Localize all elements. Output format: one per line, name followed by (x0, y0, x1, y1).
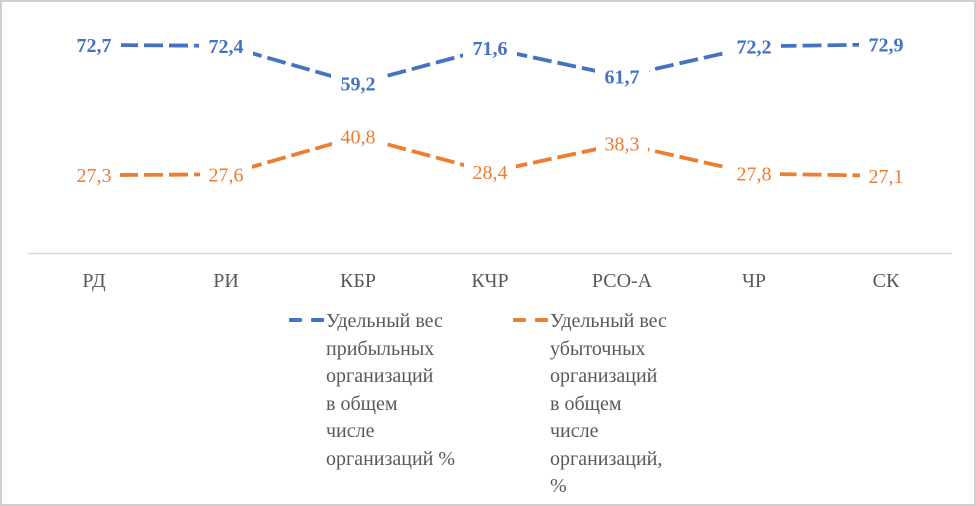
x-tick-label: КБР (340, 270, 376, 292)
data-label-backdrop (727, 35, 781, 57)
x-tick-label: РД (82, 270, 106, 292)
data-label: 72,9 (869, 34, 904, 56)
data-label-backdrop (67, 34, 121, 56)
data-label-backdrop (332, 125, 384, 147)
data-label: 27,3 (77, 165, 112, 187)
data-label: 27,6 (209, 164, 244, 186)
data-label-backdrop (860, 165, 912, 187)
data-label-backdrop (68, 164, 120, 186)
data-label-backdrop (199, 35, 253, 57)
data-label-backdrop (463, 37, 517, 59)
legend-label-unprofitable: Удельный вес убыточных организаций в общ… (550, 310, 667, 497)
chart-legend: Удельный вес прибыльных организаций в об… (2, 308, 974, 504)
legend-label-profitable: Удельный вес прибыльных организаций в об… (326, 310, 456, 470)
x-tick-label: РИ (213, 270, 239, 292)
data-label: 38,3 (605, 134, 640, 156)
data-label: 27,8 (737, 164, 772, 186)
data-label-backdrop (859, 33, 913, 55)
data-label: 27,1 (869, 166, 904, 188)
x-tick-label: РСО-А (592, 270, 653, 292)
data-label: 72,2 (737, 36, 772, 58)
x-tick-label: СК (873, 270, 900, 292)
data-label-backdrop (596, 133, 648, 155)
legend-item-profitable: Удельный вес прибыльных организаций в об… (289, 308, 498, 473)
x-tick-label: КЧР (471, 270, 508, 292)
data-label: 72,7 (77, 35, 112, 57)
data-label: 72,4 (209, 36, 244, 58)
data-label: 40,8 (341, 126, 376, 148)
line-chart-plot: 72,7 72,4 59,2 71,6 61,7 72,2 72,9 27,3 27,6 40,8… (28, 33, 952, 292)
data-label-backdrop (728, 163, 780, 185)
data-label-backdrop (200, 163, 252, 185)
legend-item-unprofitable: Удельный вес убыточных организаций в общ… (513, 308, 722, 501)
data-label-backdrop (331, 73, 385, 95)
dashed-line-series1-icon (289, 318, 324, 322)
data-label-backdrop (464, 161, 516, 183)
data-label: 71,6 (473, 38, 508, 60)
data-label: 59,2 (341, 74, 376, 96)
x-tick-label: ЧР (742, 270, 766, 292)
data-label: 28,4 (473, 162, 508, 184)
data-label-backdrop (595, 65, 649, 87)
data-label: 61,7 (605, 66, 640, 88)
dashed-line-series2-icon (513, 318, 548, 322)
